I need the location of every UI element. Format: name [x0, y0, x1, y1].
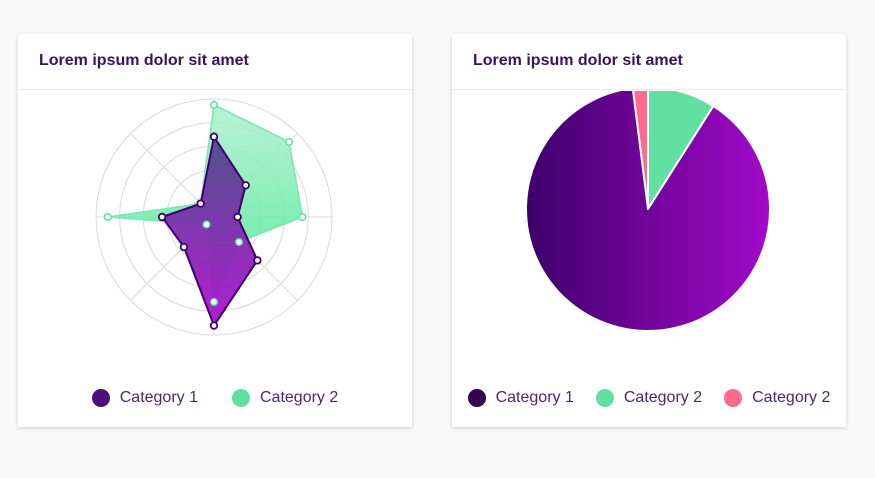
radar-point-category-2 — [202, 220, 211, 229]
radar-point-category-2 — [285, 137, 294, 146]
radar-point-category-2 — [234, 237, 244, 247]
radar-point-category-2 — [103, 212, 112, 222]
legend-label: Category 2 — [260, 389, 339, 406]
legend-dot-icon — [724, 389, 743, 407]
radar-point-category-1 — [179, 242, 189, 252]
radar-card-title: Lorem ipsum dolor sit amet — [18, 34, 412, 90]
legend-label: Category 1 — [119, 389, 198, 406]
radar-chart — [95, 98, 333, 336]
radar-legend-item-2[interactable]: Category 2 — [232, 389, 338, 407]
legend-label: Category 1 — [495, 389, 574, 406]
pie-legend: Category 1 Category 2 Category 2 — [452, 386, 846, 410]
legend-label: Category 2 — [752, 389, 831, 406]
radar-legend: Category 1 Category 2 — [18, 386, 412, 410]
legend-dot-icon — [467, 389, 486, 407]
pie-card-title: Lorem ipsum dolor sit amet — [452, 34, 846, 90]
radar-chart-card: Lorem ipsum dolor sit amet Category 1 Ca… — [18, 34, 412, 427]
pie-legend-item-3[interactable]: Category 2 — [724, 389, 830, 407]
radar-point-category-1 — [196, 199, 205, 208]
radar-point-category-1 — [241, 181, 250, 190]
legend-dot-icon — [595, 389, 614, 407]
radar-point-category-1 — [253, 256, 262, 265]
radar-point-category-1 — [233, 212, 242, 222]
radar-point-category-1 — [209, 321, 219, 330]
pie-slice-category-1 — [525, 91, 771, 332]
pie-chart-card: Lorem ipsum dolor sit amet Category 1 Ca… — [452, 34, 846, 427]
legend-label: Category 2 — [623, 389, 703, 406]
radar-point-category-1 — [157, 212, 167, 222]
radar-point-category-2 — [298, 212, 307, 222]
legend-dot-icon — [232, 389, 250, 407]
radar-point-category-2 — [209, 100, 219, 109]
pie-legend-item-2[interactable]: Category 2 — [595, 389, 703, 407]
pie-legend-item-1[interactable]: Category 1 — [467, 389, 574, 407]
radar-point-category-2 — [209, 297, 219, 307]
radar-legend-item-1[interactable]: Category 1 — [91, 389, 198, 407]
pie-slice-category-2-pink — [632, 91, 649, 210]
pie-chart — [525, 91, 771, 332]
legend-dot-icon — [91, 389, 110, 407]
radar-point-category-1 — [209, 132, 219, 141]
